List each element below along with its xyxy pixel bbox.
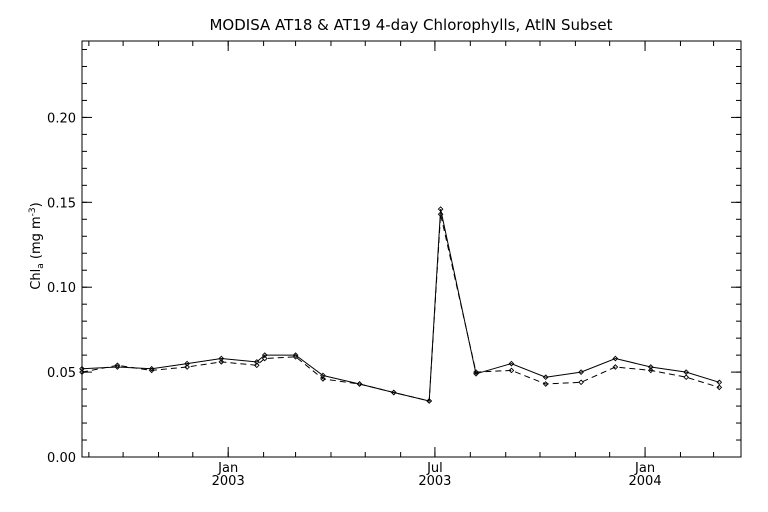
series-line-dashed	[81, 214, 720, 402]
plot-frame	[81, 40, 742, 458]
data-point-dashed	[612, 364, 619, 370]
data-point-solid	[683, 369, 690, 375]
axis-ticks: 0.000.050.100.150.20Jan2003Jul2003Jan200…	[47, 41, 741, 489]
data-point-dashed	[683, 374, 690, 381]
data-point-dashed	[390, 389, 397, 396]
y-tick-label: 0.05	[47, 366, 76, 381]
data-point-dashed	[218, 359, 225, 365]
series-line-solid	[81, 208, 720, 402]
y-axis-title: Chla (mg m-3)	[28, 202, 46, 289]
series-dashed	[79, 211, 723, 404]
data-point-dashed	[542, 381, 549, 387]
chart-title: MODISA AT18 & AT19 4-day Chlorophylls, A…	[209, 16, 612, 34]
data-point-solid	[148, 365, 155, 372]
data-point-solid	[79, 365, 85, 372]
y-tick-label: 0.15	[47, 196, 76, 211]
data-point-dashed	[292, 353, 299, 360]
data-point-solid	[508, 360, 515, 367]
y-axis-label: Chla (mg m-3)	[28, 202, 46, 289]
data-point-solid	[437, 206, 444, 212]
x-tick-month: Jul	[426, 461, 443, 476]
data-point-solid	[218, 355, 225, 362]
data-point-solid	[292, 352, 299, 358]
x-tick-year: 2004	[629, 474, 662, 489]
data-point-solid	[612, 355, 619, 362]
data-point-dashed	[253, 362, 260, 369]
data-point-dashed	[578, 379, 584, 386]
series-solid	[79, 206, 723, 404]
data-point-dashed	[148, 367, 155, 374]
y-tick-label: 0.10	[47, 281, 76, 296]
data-point-solid	[647, 364, 654, 370]
data-point-dashed	[79, 369, 85, 375]
data-point-solid	[184, 360, 190, 367]
y-tick-label: 0.00	[47, 451, 76, 466]
data-point-solid	[716, 379, 723, 386]
data-point-dashed	[261, 355, 268, 362]
data-point-dashed	[647, 367, 654, 374]
data-point-dashed	[473, 369, 479, 375]
data-point-dashed	[716, 384, 723, 391]
x-tick-month: Jan	[634, 461, 655, 476]
data-point-solid	[320, 372, 326, 379]
data-point-dashed	[508, 367, 515, 374]
data-point-dashed	[184, 364, 190, 370]
data-point-solid	[261, 352, 268, 358]
data-point-solid	[578, 369, 584, 375]
data-point-solid	[253, 359, 260, 365]
data-point-solid	[542, 374, 549, 381]
x-tick-month: Jan	[217, 461, 238, 476]
y-tick-label: 0.20	[47, 111, 76, 126]
x-tick-year: 2003	[418, 474, 451, 489]
data-point-dashed	[356, 381, 363, 387]
data-point-dashed	[114, 362, 121, 369]
series-layer	[79, 206, 723, 404]
data-point-dashed	[437, 211, 444, 218]
data-point-dashed	[426, 398, 433, 404]
x-tick-year: 2003	[212, 474, 245, 489]
data-point-dashed	[320, 376, 326, 382]
